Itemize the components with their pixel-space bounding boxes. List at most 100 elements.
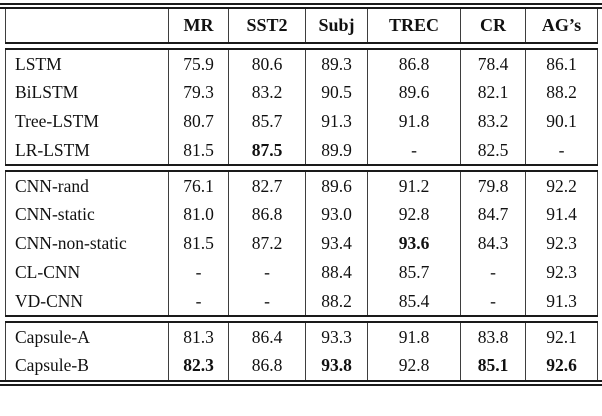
model-name-cell: Tree-LSTM <box>5 107 169 136</box>
value-cell: 92.8 <box>367 200 461 229</box>
value-cell: 81.0 <box>168 200 229 229</box>
value-cell: 83.2 <box>460 107 526 136</box>
header-row: MR SST2 Subj TREC CR AG’s <box>5 9 598 43</box>
value-cell: 83.2 <box>228 78 306 107</box>
value-cell: 89.9 <box>305 136 368 165</box>
value-cell: 89.6 <box>367 78 461 107</box>
value-cell-best: 92.6 <box>525 351 598 380</box>
double-rule <box>5 164 598 172</box>
value-cell: 92.3 <box>525 229 598 258</box>
value-cell: 76.1 <box>168 171 229 200</box>
value-cell: 88.4 <box>305 258 368 287</box>
value-cell: 75.9 <box>168 49 229 78</box>
model-name-cell: CL-CNN <box>5 258 169 287</box>
value-cell: 80.6 <box>228 49 306 78</box>
column-header-subj: Subj <box>305 9 368 43</box>
value-cell: 92.2 <box>525 171 598 200</box>
value-cell: 89.3 <box>305 49 368 78</box>
value-cell: 87.2 <box>228 229 306 258</box>
row-capsule-a: Capsule-A 81.3 86.4 93.3 91.8 83.8 92.1 <box>5 322 598 351</box>
column-header-trec: TREC <box>367 9 461 43</box>
value-cell: - <box>460 258 526 287</box>
model-name-cell: CNN-rand <box>5 171 169 200</box>
value-cell: 86.4 <box>228 322 306 351</box>
double-rule <box>5 42 598 50</box>
value-cell: - <box>228 287 306 316</box>
section-divider <box>5 315 598 323</box>
value-cell: 88.2 <box>525 78 598 107</box>
row-cnn-rand: CNN-rand 76.1 82.7 89.6 91.2 79.8 92.2 <box>5 171 598 200</box>
value-cell: 85.7 <box>367 258 461 287</box>
value-cell: 93.4 <box>305 229 368 258</box>
value-cell: 92.8 <box>367 351 461 380</box>
value-cell: 78.4 <box>460 49 526 78</box>
top-double-rule <box>0 3 602 9</box>
model-column-header <box>5 9 169 43</box>
value-cell: 91.3 <box>305 107 368 136</box>
double-rule <box>5 315 598 323</box>
value-cell-best: 87.5 <box>228 136 306 165</box>
value-cell: 90.1 <box>525 107 598 136</box>
value-cell: 81.5 <box>168 229 229 258</box>
value-cell: 81.3 <box>168 322 229 351</box>
row-capsule-b: Capsule-B 82.3 86.8 93.8 92.8 85.1 92.6 <box>5 351 598 380</box>
value-cell: 86.8 <box>228 351 306 380</box>
column-header-cr: CR <box>460 9 526 43</box>
value-cell: 91.8 <box>367 322 461 351</box>
row-cnn-non-static: CNN-non-static 81.5 87.2 93.4 93.6 84.3 … <box>5 229 598 258</box>
column-header-ags: AG’s <box>525 9 598 43</box>
value-cell: 93.0 <box>305 200 368 229</box>
model-name-cell: CNN-static <box>5 200 169 229</box>
value-cell: 86.1 <box>525 49 598 78</box>
row-cnn-static: CNN-static 81.0 86.8 93.0 92.8 84.7 91.4 <box>5 200 598 229</box>
value-cell: 93.3 <box>305 322 368 351</box>
value-cell: - <box>168 258 229 287</box>
bottom-double-rule <box>0 380 602 386</box>
column-header-mr: MR <box>168 9 229 43</box>
value-cell: 84.7 <box>460 200 526 229</box>
model-name-cell: BiLSTM <box>5 78 169 107</box>
section-divider <box>5 164 598 172</box>
value-cell: 79.8 <box>460 171 526 200</box>
value-cell: 85.4 <box>367 287 461 316</box>
value-cell: 91.3 <box>525 287 598 316</box>
value-cell: 86.8 <box>228 200 306 229</box>
value-cell: - <box>168 287 229 316</box>
value-cell: 83.8 <box>460 322 526 351</box>
column-header-sst2: SST2 <box>228 9 306 43</box>
value-cell: 81.5 <box>168 136 229 165</box>
row-lstm: LSTM 75.9 80.6 89.3 86.8 78.4 86.1 <box>5 49 598 78</box>
value-cell: 88.2 <box>305 287 368 316</box>
model-name-cell: LSTM <box>5 49 169 78</box>
model-name-cell: VD-CNN <box>5 287 169 316</box>
value-cell: 84.3 <box>460 229 526 258</box>
value-cell: - <box>525 136 598 165</box>
value-cell: 90.5 <box>305 78 368 107</box>
model-name-cell: Capsule-B <box>5 351 169 380</box>
value-cell: 82.7 <box>228 171 306 200</box>
value-cell: 85.7 <box>228 107 306 136</box>
value-cell: - <box>228 258 306 287</box>
value-cell: 80.7 <box>168 107 229 136</box>
value-cell-best: 93.8 <box>305 351 368 380</box>
value-cell: 91.4 <box>525 200 598 229</box>
value-cell: 91.8 <box>367 107 461 136</box>
row-vd-cnn: VD-CNN - - 88.2 85.4 - 91.3 <box>5 287 598 316</box>
model-name-cell: CNN-non-static <box>5 229 169 258</box>
value-cell-best: 93.6 <box>367 229 461 258</box>
row-tree-lstm: Tree-LSTM 80.7 85.7 91.3 91.8 83.2 90.1 <box>5 107 598 136</box>
value-cell: 89.6 <box>305 171 368 200</box>
row-bilstm: BiLSTM 79.3 83.2 90.5 89.6 82.1 88.2 <box>5 78 598 107</box>
model-name-cell: Capsule-A <box>5 322 169 351</box>
row-cl-cnn: CL-CNN - - 88.4 85.7 - 92.3 <box>5 258 598 287</box>
header-section-divider <box>5 42 598 50</box>
value-cell: 79.3 <box>168 78 229 107</box>
value-cell: 86.8 <box>367 49 461 78</box>
value-cell: 92.3 <box>525 258 598 287</box>
value-cell: 92.1 <box>525 322 598 351</box>
value-cell: 82.5 <box>460 136 526 165</box>
results-table: MR SST2 Subj TREC CR AG’s LSTM 75.9 80.6… <box>5 9 598 380</box>
value-cell: 91.2 <box>367 171 461 200</box>
value-cell: - <box>460 287 526 316</box>
value-cell: - <box>367 136 461 165</box>
